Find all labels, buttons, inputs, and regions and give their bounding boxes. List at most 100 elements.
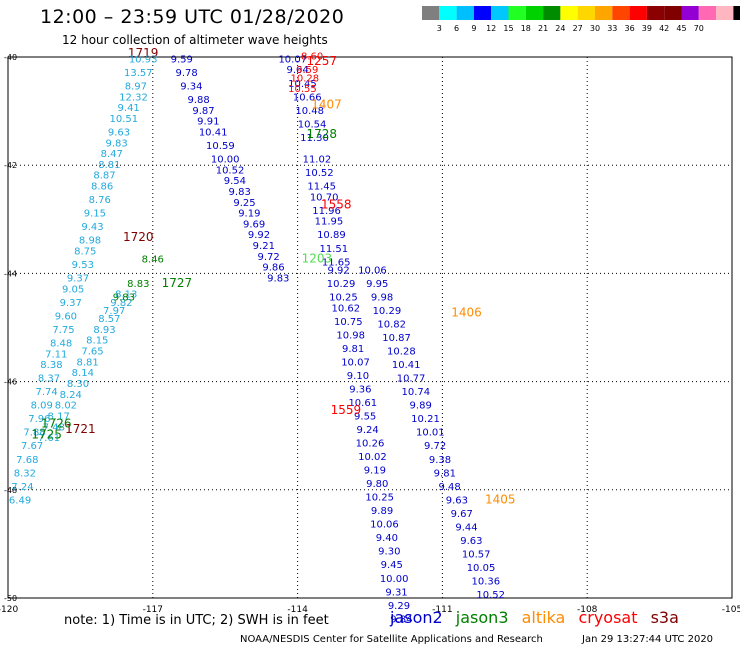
wave-height-value: 10.29 [327, 279, 356, 290]
track-time-label: 1727 [162, 276, 193, 290]
wave-height-value: 10.41 [199, 127, 228, 138]
wave-height-value: 10.82 [377, 320, 406, 331]
track-time-label: 1559 [331, 403, 362, 417]
scale-swatch [560, 6, 578, 20]
scale-label: 3 [437, 24, 442, 33]
wave-height-value: 8.48 [50, 338, 72, 349]
wave-height-value: 10.62 [332, 303, 361, 314]
wave-height-value: 6.49 [9, 495, 31, 506]
scale-label: 45 [676, 24, 686, 33]
scale-label: 9 [471, 24, 476, 33]
wave-height-value: 10.05 [467, 563, 496, 574]
wave-height-value: 10.00 [380, 574, 409, 585]
wave-height-value: 11.95 [315, 217, 344, 228]
page-subtitle: 12 hour collection of altimeter wave hei… [62, 33, 328, 47]
wave-height-value: 9.30 [378, 547, 400, 558]
scale-label: 24 [555, 24, 565, 33]
scale-label: 36 [625, 24, 635, 33]
wave-height-value: 7.67 [21, 441, 43, 452]
wave-height-value: 9.38 [429, 455, 451, 466]
legend-s3a: s3a [650, 608, 679, 627]
wave-height-value: 8.60 [301, 52, 323, 63]
x-tick-label: -111 [432, 605, 452, 615]
wave-height-value: 10.41 [392, 360, 421, 371]
wave-height-value: 10.59 [206, 141, 235, 152]
y-tick-label: -48 [4, 486, 17, 495]
wave-height-value: 10.21 [411, 414, 440, 425]
wave-height-value: 10.75 [334, 317, 363, 328]
wave-height-value: 10.52 [305, 168, 334, 179]
wave-height-value: 9.67 [451, 509, 473, 520]
wave-height-value: 9.31 [385, 587, 407, 598]
wave-height-value: 9.84 [390, 614, 412, 625]
track-time-label: 1407 [311, 97, 342, 111]
wave-height-value: 11.51 [319, 244, 348, 255]
scale-label: 6 [454, 24, 459, 33]
track-time-label: 1720 [123, 230, 154, 244]
track-time-label: 1725 [31, 427, 62, 441]
wave-height-value: 9.83 [267, 274, 289, 285]
wave-height-value: 9.19 [238, 209, 260, 220]
wave-height-value: 10.54 [298, 119, 327, 130]
wave-height-value: 10.52 [216, 165, 245, 176]
track-time-label: 1203 [302, 252, 333, 266]
wave-height-value: 9.37 [60, 298, 82, 309]
wave-height-value: 9.29 [388, 601, 410, 612]
scale-label: 21 [538, 24, 548, 33]
wave-height-value: 9.05 [62, 284, 84, 295]
x-tick-label: -114 [287, 605, 308, 615]
wave-height-value: 8.46 [142, 255, 164, 266]
wave-height-value: 9.72 [258, 252, 280, 263]
wave-height-value: 10.01 [416, 428, 445, 439]
y-tick-label: -40 [4, 53, 17, 62]
wave-height-value: 9.92 [327, 265, 349, 276]
scale-swatch [629, 6, 647, 20]
wave-height-value: 8.83 [127, 279, 149, 290]
wave-height-value: 8.15 [86, 336, 108, 347]
wave-height-value: 10.36 [472, 576, 501, 587]
wave-height-value: 10.87 [382, 333, 411, 344]
wave-height-value: 10.28 [387, 347, 416, 358]
wave-height-value: 7.68 [16, 455, 38, 466]
wave-height-value: 9.53 [72, 260, 94, 271]
wave-height-value: 9.89 [371, 506, 393, 517]
scale-swatch [698, 6, 717, 20]
wave-height-value: 8.57 [98, 314, 120, 325]
wave-height-value: 9.82 [110, 298, 132, 309]
scale-label: 30 [590, 24, 600, 33]
wave-height-value: 11.65 [322, 257, 351, 268]
wave-height-value: 10.26 [356, 439, 385, 450]
wave-height-value: 10.25 [329, 292, 358, 303]
wave-height-value: 10.98 [336, 330, 365, 341]
wave-height-value: 8.75 [74, 246, 96, 257]
wave-height-value: 10.93 [129, 54, 158, 65]
wave-height-value: 10.51 [110, 114, 139, 125]
scale-label: 18 [521, 24, 531, 33]
wave-height-value: 9.92 [248, 230, 270, 241]
wave-height-value: 10.61 [348, 398, 377, 409]
wave-height-value: 10.70 [310, 192, 339, 203]
x-tick-label: -120 [0, 605, 18, 615]
scale-swatch [473, 6, 492, 20]
wave-height-value: 8.98 [79, 236, 101, 247]
wave-height-value: 9.36 [349, 384, 371, 395]
wave-height-value: 9.64 [286, 65, 308, 76]
wave-height-value: 9.19 [364, 466, 386, 477]
wave-height-value: 9.72 [424, 441, 446, 452]
scale-swatch [525, 6, 544, 20]
map-frame [7, 56, 733, 599]
wave-height-value: 9.15 [84, 209, 106, 220]
wave-height-value: 11.45 [307, 182, 336, 193]
wave-height-value: 10.07 [278, 54, 307, 65]
wave-height-value: 7.65 [81, 347, 103, 358]
scale-label: 42 [659, 24, 669, 33]
wave-height-value: 8.47 [101, 149, 123, 160]
wave-height-value: 8.09 [31, 401, 53, 412]
wave-height-value: 7.88 [23, 428, 45, 439]
wave-height-value: 9.81 [342, 344, 364, 355]
x-tick-label: -117 [143, 605, 163, 615]
wave-height-value: 9.63 [108, 127, 130, 138]
wave-height-value: 9.98 [371, 292, 393, 303]
